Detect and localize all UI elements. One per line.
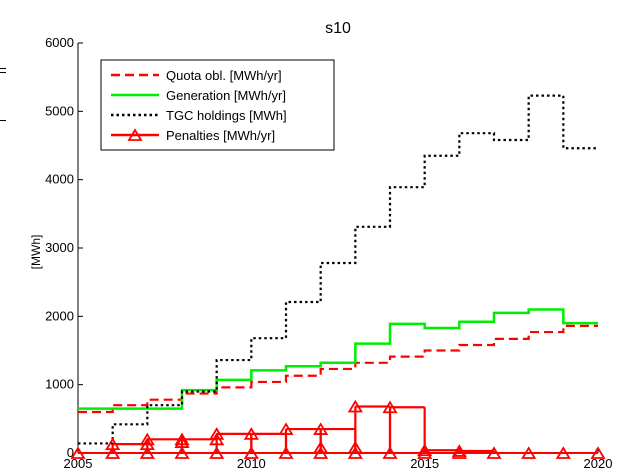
penalty-marker <box>451 444 467 457</box>
series-line-2 <box>78 94 598 445</box>
penalty-marker <box>278 422 294 435</box>
penalty-marker <box>70 446 86 459</box>
y-tick-label: 5000 <box>45 103 74 118</box>
penalty-marker <box>139 446 155 459</box>
chart-title: s10 <box>325 20 351 37</box>
penalty-marker <box>174 435 190 448</box>
penalty-marker <box>313 422 329 435</box>
x-tick-label: 2020 <box>584 456 613 471</box>
legend: Quota obl. [MWh/yr] Generation [MWh/yr] TG… <box>100 59 335 151</box>
legend-label: Penalties [MWh/yr] <box>166 128 275 143</box>
y-tick-label: 6000 <box>45 35 74 50</box>
penalty-marker <box>417 446 433 459</box>
penalty-marker <box>486 446 502 459</box>
plot-area: 0 1000 2000 3000 4000 5000 6000 2005 2010 2015 202… <box>45 35 612 471</box>
series-line-1 <box>78 308 598 410</box>
x-tick-label: 2005 <box>64 456 93 471</box>
penalty-marker <box>174 432 190 446</box>
penalty-marker <box>521 446 537 459</box>
legend-label: TGC holdings [MWh] <box>166 108 287 123</box>
left-edge-mark-1 <box>0 68 6 69</box>
y-tick-label: 2000 <box>45 308 74 323</box>
legend-label: Generation [MWh/yr] <box>166 88 286 103</box>
y-tick-label: 4000 <box>45 172 74 187</box>
legend-marker <box>127 128 143 141</box>
left-edge-mark-2 <box>0 72 6 73</box>
x-tick-label: 2010 <box>237 456 266 471</box>
penalty-marker <box>209 446 225 459</box>
left-edge-mark-3 <box>0 120 6 121</box>
series-line-0 <box>78 324 598 414</box>
penalty-marker <box>105 437 121 451</box>
y-axis-label: [MWh] <box>29 235 43 270</box>
penalty-marker <box>347 440 363 454</box>
penalty-marker <box>555 446 571 459</box>
penalty-marker <box>139 437 155 451</box>
penalty-marker <box>209 427 225 440</box>
legend-label: Quota obl. [MWh/yr] <box>166 68 282 83</box>
penalty-marker <box>174 446 190 459</box>
y-tick-label: 3000 <box>45 240 74 255</box>
y-tick-label: 0 <box>67 445 74 460</box>
penalty-marker <box>451 446 467 459</box>
x-tick-label: 2015 <box>410 456 439 471</box>
penalty-marker <box>382 446 398 459</box>
penalty-marker <box>278 446 294 459</box>
y-tick-label: 1000 <box>45 377 74 392</box>
penalty-marker <box>313 440 329 454</box>
penalty-marker <box>590 446 606 459</box>
penalty-marker <box>105 446 121 459</box>
penalty-marker <box>243 427 259 440</box>
penalty-marker <box>382 400 398 414</box>
series-penalties <box>70 399 606 459</box>
penalty-marker <box>347 399 363 413</box>
penalty-marker <box>209 432 225 446</box>
penalty-marker <box>417 443 433 457</box>
penalty-marker <box>243 446 259 459</box>
penalty-marker <box>139 432 155 446</box>
